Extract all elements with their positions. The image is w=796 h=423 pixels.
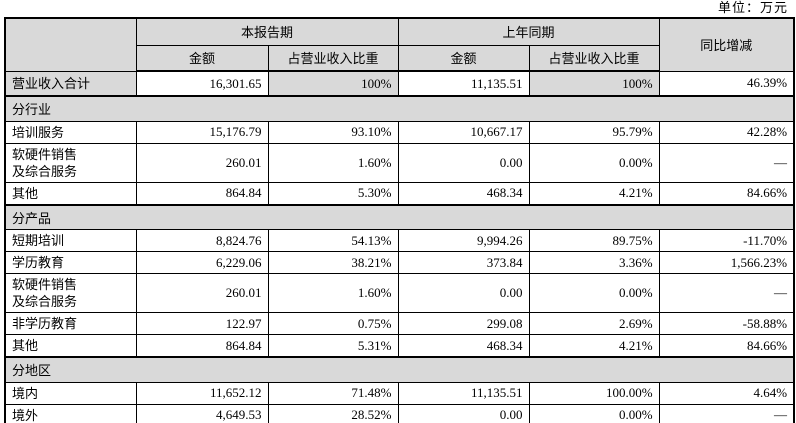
cell-value: 11,135.51 (397, 70, 530, 97)
cell-value: 4.21% (528, 334, 660, 358)
cell-value: 0.00 (397, 273, 530, 313)
cell-value: 89.75% (528, 229, 660, 252)
table-row: 培训服务 15,176.79 93.10% 10,667.17 95.79% 42.28% (4, 120, 795, 144)
cell-value: -58.88% (658, 312, 795, 335)
cell-value: 46.39% (658, 70, 795, 97)
cell-value: — (658, 142, 795, 183)
cell-value: 0.00 (397, 142, 530, 183)
row-label: 培训服务 (4, 120, 137, 144)
row-label: 其他 (4, 334, 137, 358)
cell-value: 95.79% (528, 120, 660, 144)
cell-value: 16,301.65 (135, 70, 269, 97)
table-row: 其他 864.84 5.30% 468.34 4.21% 84.66% (4, 181, 795, 205)
header-amount-current: 金额 (135, 44, 269, 72)
cell-value: 93.10% (267, 120, 399, 144)
cell-value: 100% (267, 70, 399, 97)
cell-value: 11,135.51 (397, 381, 530, 405)
cell-value: 10,667.17 (397, 120, 530, 144)
row-label: 其他 (4, 181, 137, 205)
cell-value: 122.97 (135, 312, 269, 335)
cell-value: 0.75% (267, 312, 399, 335)
header-pct-prior: 占营业收入比重 (528, 44, 660, 72)
cell-value: 100% (528, 70, 660, 97)
section-label: 分产品 (4, 203, 795, 230)
cell-value: 6,229.06 (135, 251, 269, 274)
cell-value: 4.21% (528, 181, 660, 205)
cell-value: 84.66% (658, 181, 795, 205)
unit-label: 单位：万元 (717, 0, 788, 15)
section-label: 分地区 (4, 356, 795, 383)
cell-value: 15,176.79 (135, 120, 269, 144)
cell-value: 5.31% (267, 334, 399, 358)
header-current-period: 本报告期 (135, 17, 399, 46)
cell-value: — (658, 403, 795, 423)
cell-value: 4.64% (658, 381, 795, 405)
table-row: 境内 11,652.12 71.48% 11,135.51 100.00% 4.64% (4, 381, 795, 405)
cell-value: 864.84 (135, 334, 269, 358)
table-header: 本报告期 上年同期 同比增减 金额 占营业收入比重 金额 占营业收入比重 (4, 17, 795, 72)
table-row: 非学历教育 122.97 0.75% 299.08 2.69% -58.88% (4, 312, 795, 335)
cell-value: 28.52% (267, 403, 399, 423)
cell-value: 3.36% (528, 251, 660, 274)
cell-value: 42.28% (658, 120, 795, 144)
cell-value: 864.84 (135, 181, 269, 205)
row-label: 非学历教育 (4, 312, 137, 335)
cell-value: 71.48% (267, 381, 399, 405)
table-row: 境外 4,649.53 28.52% 0.00 0.00% — (4, 403, 795, 423)
cell-value: 1.60% (267, 273, 399, 313)
row-label: 软硬件销售 及综合服务 (4, 142, 137, 183)
table-row: 营业收入合计 16,301.65 100% 11,135.51 100% 46.39% (4, 70, 795, 97)
header-amount-prior: 金额 (397, 44, 530, 72)
row-label: 境外 (4, 403, 137, 423)
row-label: 学历教育 (4, 251, 137, 274)
cell-value: 9,994.26 (397, 229, 530, 252)
section-row: 分地区 (4, 356, 795, 383)
cell-value: 373.84 (397, 251, 530, 274)
cell-value: 2.69% (528, 312, 660, 335)
cell-value: 5.30% (267, 181, 399, 205)
header-yoy-change: 同比增减 (658, 17, 795, 72)
row-label: 营业收入合计 (4, 70, 137, 97)
section-label: 分行业 (4, 95, 795, 122)
cell-value: 38.21% (267, 251, 399, 274)
section-row: 分行业 (4, 95, 795, 122)
cell-value: -11.70% (658, 229, 795, 252)
section-row: 分产品 (4, 203, 795, 230)
cell-value: 0.00% (528, 273, 660, 313)
cell-value: 84.66% (658, 334, 795, 358)
cell-value: 8,824.76 (135, 229, 269, 252)
cell-value: 468.34 (397, 334, 530, 358)
cell-value: 0.00 (397, 403, 530, 423)
cell-value: 11,652.12 (135, 381, 269, 405)
cell-value: 299.08 (397, 312, 530, 335)
table-row: 软硬件销售 及综合服务 260.01 1.60% 0.00 0.00% — (4, 142, 795, 183)
table-body: 营业收入合计 16,301.65 100% 11,135.51 100% 46.39% 分行… (4, 70, 795, 423)
cell-value: 260.01 (135, 273, 269, 313)
table-row: 学历教育 6,229.06 38.21% 373.84 3.36% 1,566.23% (4, 251, 795, 274)
cell-value: 4,649.53 (135, 403, 269, 423)
header-blank-cell (4, 17, 137, 72)
header-prior-period: 上年同期 (397, 17, 660, 46)
cell-value: 1.60% (267, 142, 399, 183)
cell-value: 260.01 (135, 142, 269, 183)
header-pct-current: 占营业收入比重 (267, 44, 399, 72)
table-row: 软硬件销售 及综合服务 260.01 1.60% 0.00 0.00% — (4, 273, 795, 313)
cell-value: — (658, 273, 795, 313)
cell-value: 0.00% (528, 142, 660, 183)
cell-value: 1,566.23% (658, 251, 795, 274)
row-label: 短期培训 (4, 229, 137, 252)
table-row: 其他 864.84 5.31% 468.34 4.21% 84.66% (4, 334, 795, 358)
row-label: 境内 (4, 381, 137, 405)
cell-value: 54.13% (267, 229, 399, 252)
cell-value: 468.34 (397, 181, 530, 205)
table-row: 短期培训 8,824.76 54.13% 9,994.26 89.75% -11.70% (4, 229, 795, 252)
cell-value: 0.00% (528, 403, 660, 423)
row-label: 软硬件销售 及综合服务 (4, 273, 137, 313)
cell-value: 100.00% (528, 381, 660, 405)
revenue-breakdown-table: 本报告期 上年同期 同比增减 金额 占营业收入比重 金额 占营业收入比重 营业收… (4, 17, 796, 423)
